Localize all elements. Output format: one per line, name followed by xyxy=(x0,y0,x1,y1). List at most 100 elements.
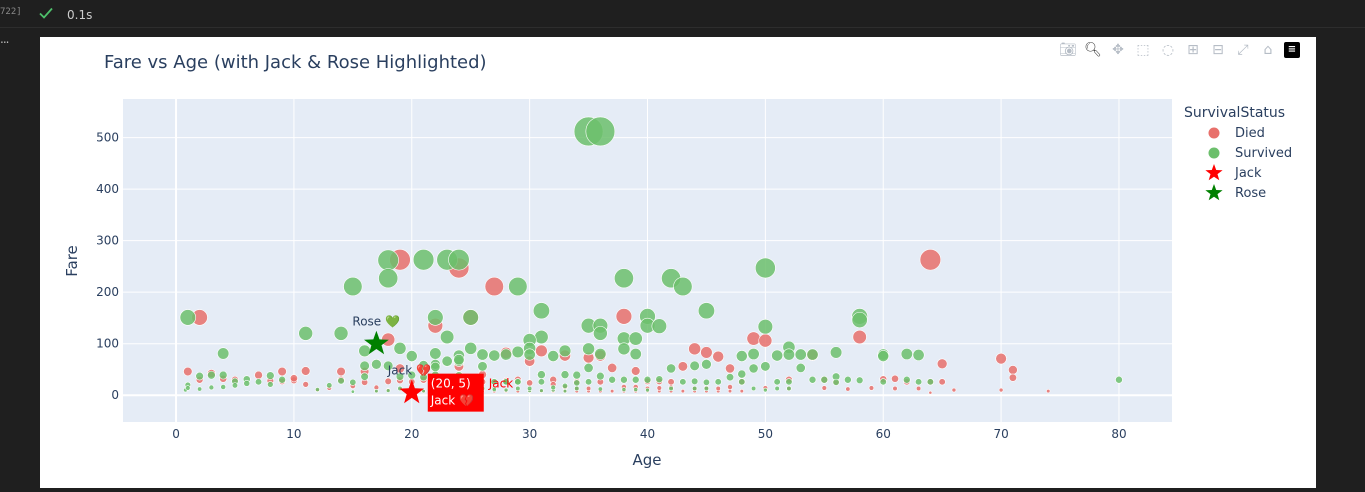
died-point[interactable] xyxy=(951,387,957,393)
died-point[interactable] xyxy=(384,377,392,385)
survived-point[interactable] xyxy=(621,387,627,392)
reset-axes-icon[interactable]: ⌂ xyxy=(1263,42,1273,58)
survived-point[interactable] xyxy=(597,386,603,392)
survived-point[interactable] xyxy=(794,348,807,361)
survived-point[interactable] xyxy=(407,370,417,380)
survived-point[interactable] xyxy=(534,329,549,345)
died-point[interactable] xyxy=(254,370,263,380)
survived-point[interactable] xyxy=(806,348,819,361)
survived-point[interactable] xyxy=(702,378,710,386)
died-point[interactable] xyxy=(656,385,662,391)
survived-point[interactable] xyxy=(748,363,759,374)
survived-point[interactable] xyxy=(503,387,509,393)
survived-point[interactable] xyxy=(421,388,426,394)
survived-point[interactable] xyxy=(476,348,489,361)
survived-point[interactable] xyxy=(851,311,868,329)
survived-point[interactable] xyxy=(358,344,371,358)
survived-point[interactable] xyxy=(500,348,513,361)
autoscale-icon[interactable]: ⤢ xyxy=(1237,42,1249,58)
died-point[interactable] xyxy=(845,386,851,392)
survived-point[interactable] xyxy=(477,361,488,372)
survived-point[interactable] xyxy=(561,382,569,389)
survived-point[interactable] xyxy=(383,360,394,371)
survived-point[interactable] xyxy=(747,347,760,361)
survived-point[interactable] xyxy=(333,326,349,341)
survived-point[interactable] xyxy=(266,371,275,380)
survived-point[interactable] xyxy=(651,318,668,334)
lasso-select-icon[interactable]: ◌ xyxy=(1161,42,1175,58)
died-point[interactable] xyxy=(746,331,761,346)
camera-icon[interactable]: 📷︎ xyxy=(1059,42,1077,58)
died-point[interactable] xyxy=(484,276,504,297)
died-point[interactable] xyxy=(715,385,721,392)
survived-point[interactable] xyxy=(511,345,525,359)
survived-point[interactable] xyxy=(185,385,191,391)
survived-point[interactable] xyxy=(532,302,550,320)
survived-point[interactable] xyxy=(231,382,239,389)
died-point[interactable] xyxy=(336,366,346,377)
survived-point[interactable] xyxy=(701,359,712,370)
died-point[interactable] xyxy=(928,390,933,395)
rose-marker[interactable] xyxy=(364,330,389,355)
box-select-icon[interactable]: ⬚ xyxy=(1136,42,1150,58)
survived-point[interactable] xyxy=(371,359,382,370)
died-point[interactable] xyxy=(289,374,298,383)
survived-point[interactable] xyxy=(608,375,616,384)
survived-point[interactable] xyxy=(757,319,774,335)
survived-point[interactable] xyxy=(537,378,545,386)
survived-point[interactable] xyxy=(703,385,710,392)
died-point[interactable] xyxy=(688,342,702,356)
survived-point[interactable] xyxy=(773,378,781,386)
survived-point[interactable] xyxy=(527,385,533,392)
survived-point[interactable] xyxy=(820,375,829,384)
died-point[interactable] xyxy=(727,384,733,390)
survived-point[interactable] xyxy=(774,385,780,392)
survived-point[interactable] xyxy=(207,370,216,380)
survived-point[interactable] xyxy=(737,369,747,379)
survived-point[interactable] xyxy=(763,387,768,393)
died-point[interactable] xyxy=(1046,388,1051,394)
survived-point[interactable] xyxy=(782,348,795,361)
survived-point[interactable] xyxy=(900,347,913,361)
survived-point[interactable] xyxy=(343,276,363,297)
survived-point[interactable] xyxy=(405,350,418,362)
survived-point[interactable] xyxy=(537,370,546,379)
survived-point[interactable] xyxy=(453,354,465,366)
died-point[interactable] xyxy=(700,346,713,359)
survived-point[interactable] xyxy=(583,362,594,373)
survived-point[interactable] xyxy=(350,389,355,394)
died-point[interactable] xyxy=(739,388,744,394)
survived-point[interactable] xyxy=(631,375,640,384)
survived-point[interactable] xyxy=(692,385,698,392)
survived-point[interactable] xyxy=(760,361,771,372)
survived-point[interactable] xyxy=(562,388,568,394)
survived-point[interactable] xyxy=(786,385,792,392)
died-point[interactable] xyxy=(680,388,685,394)
survived-point[interactable] xyxy=(488,349,501,362)
died-point[interactable] xyxy=(915,385,922,392)
survived-point[interactable] xyxy=(633,387,639,392)
survived-point[interactable] xyxy=(326,382,333,389)
survived-point[interactable] xyxy=(195,371,204,381)
survived-point[interactable] xyxy=(243,379,251,387)
survived-point[interactable] xyxy=(574,385,580,392)
survived-point[interactable] xyxy=(378,268,399,289)
plotly-logo-icon[interactable]: ≡ xyxy=(1284,42,1300,58)
survived-point[interactable] xyxy=(613,268,634,289)
survived-point[interactable] xyxy=(448,249,470,271)
survived-point[interactable] xyxy=(547,350,560,362)
died-point[interactable] xyxy=(821,385,827,391)
survived-point[interactable] xyxy=(267,381,274,388)
survived-point[interactable] xyxy=(523,348,536,361)
survived-point[interactable] xyxy=(393,341,407,355)
survived-point[interactable] xyxy=(430,361,441,372)
survived-point[interactable] xyxy=(208,384,215,391)
died-point[interactable] xyxy=(677,361,688,372)
survived-point[interactable] xyxy=(617,342,631,356)
died-point[interactable] xyxy=(1008,373,1017,382)
survived-point[interactable] xyxy=(337,377,345,385)
survived-point[interactable] xyxy=(912,349,925,361)
survived-point[interactable] xyxy=(440,329,455,345)
survived-point[interactable] xyxy=(735,350,748,362)
survived-point[interactable] xyxy=(298,326,314,341)
